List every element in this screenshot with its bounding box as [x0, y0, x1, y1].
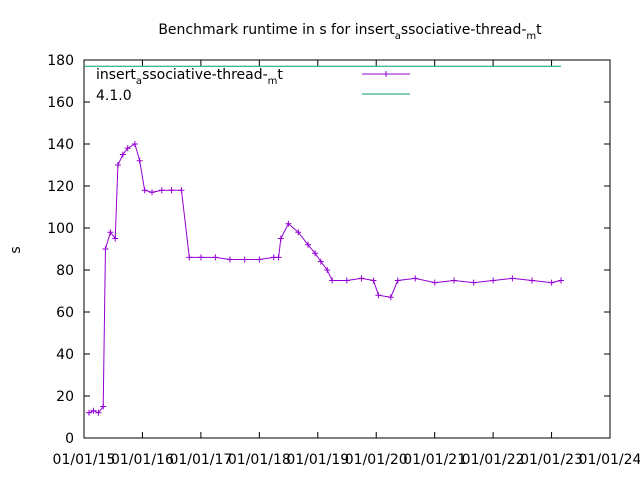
y-tick-label: 100 [47, 221, 74, 237]
data-point [277, 235, 284, 242]
data-point [490, 277, 497, 284]
x-tick-label: 01/01/15 [53, 452, 116, 468]
x-tick-label: 01/01/20 [345, 452, 408, 468]
y-tick-label: 160 [47, 95, 74, 111]
y-tick-label: 40 [56, 347, 74, 363]
x-tick-label: 01/01/22 [462, 452, 525, 468]
data-point [548, 279, 555, 286]
series-layer [84, 65, 565, 416]
y-tick-label: 0 [65, 431, 74, 447]
data-point [295, 229, 302, 236]
data-point [186, 254, 193, 261]
data-point [212, 254, 219, 261]
data-point [149, 189, 156, 196]
data-point [107, 229, 114, 236]
legend-marker-series-1 [383, 71, 389, 77]
data-point [358, 275, 365, 282]
data-point [124, 145, 131, 152]
data-point [343, 277, 350, 284]
x-tick-label: 01/01/24 [579, 452, 640, 468]
y-tick-label: 60 [56, 305, 74, 321]
x-tick-label: 01/01/16 [111, 452, 174, 468]
data-point [85, 409, 92, 416]
data-point [470, 279, 477, 286]
x-tick-label: 01/01/21 [403, 452, 466, 468]
data-point [529, 277, 536, 284]
legend-label-series-1: insertassociative-thread-mt [96, 67, 283, 87]
data-point [114, 162, 121, 168]
data-point [275, 254, 282, 261]
y-tick-label: 20 [56, 389, 74, 405]
data-point [226, 256, 233, 263]
data-point [412, 275, 419, 282]
data-point [370, 277, 377, 284]
data-point [558, 277, 565, 284]
data-point [394, 277, 401, 284]
y-tick-label: 120 [47, 179, 74, 195]
x-axis: 01/01/1501/01/1601/01/1701/01/1801/01/19… [53, 60, 640, 468]
data-point [387, 294, 394, 301]
x-tick-label: 01/01/18 [228, 452, 291, 468]
data-point [119, 151, 126, 158]
y-tick-label: 80 [56, 263, 74, 279]
series-line-1 [88, 143, 562, 414]
data-point [312, 250, 319, 257]
data-point [90, 407, 97, 414]
y-tick-label: 140 [47, 137, 74, 153]
y-axis: 0 20 40 60 80 100 120 140 160 180 [47, 53, 610, 447]
y-tick-label: 180 [47, 53, 74, 69]
data-point [168, 187, 175, 194]
data-point [329, 277, 336, 284]
data-point [100, 403, 107, 410]
data-point [317, 258, 324, 265]
data-point [305, 241, 312, 248]
data-point [375, 292, 382, 299]
data-point [285, 220, 292, 227]
data-point [431, 279, 438, 286]
x-tick-label: 01/01/23 [520, 452, 583, 468]
data-point [131, 141, 138, 147]
data-point [141, 187, 148, 194]
data-point [102, 246, 109, 252]
chart-title: Benchmark runtime in s for insertassocia… [158, 22, 542, 42]
data-point [197, 254, 204, 261]
data-point [95, 409, 102, 416]
plot-frame [83, 59, 611, 439]
data-point [450, 277, 457, 284]
legend: insertassociative-thread-mt 4.1.0 [96, 67, 410, 104]
data-point [158, 187, 165, 194]
y-axis-label: s [8, 246, 24, 253]
data-point [178, 187, 185, 194]
x-tick-label: 01/01/19 [286, 452, 349, 468]
data-point [324, 267, 331, 273]
data-point [256, 256, 263, 263]
data-point [136, 157, 143, 164]
data-point [112, 235, 119, 242]
legend-label-series-2: 4.1.0 [96, 88, 132, 104]
x-tick-label: 01/01/17 [169, 452, 232, 468]
data-point [241, 256, 248, 263]
data-point [509, 275, 516, 282]
